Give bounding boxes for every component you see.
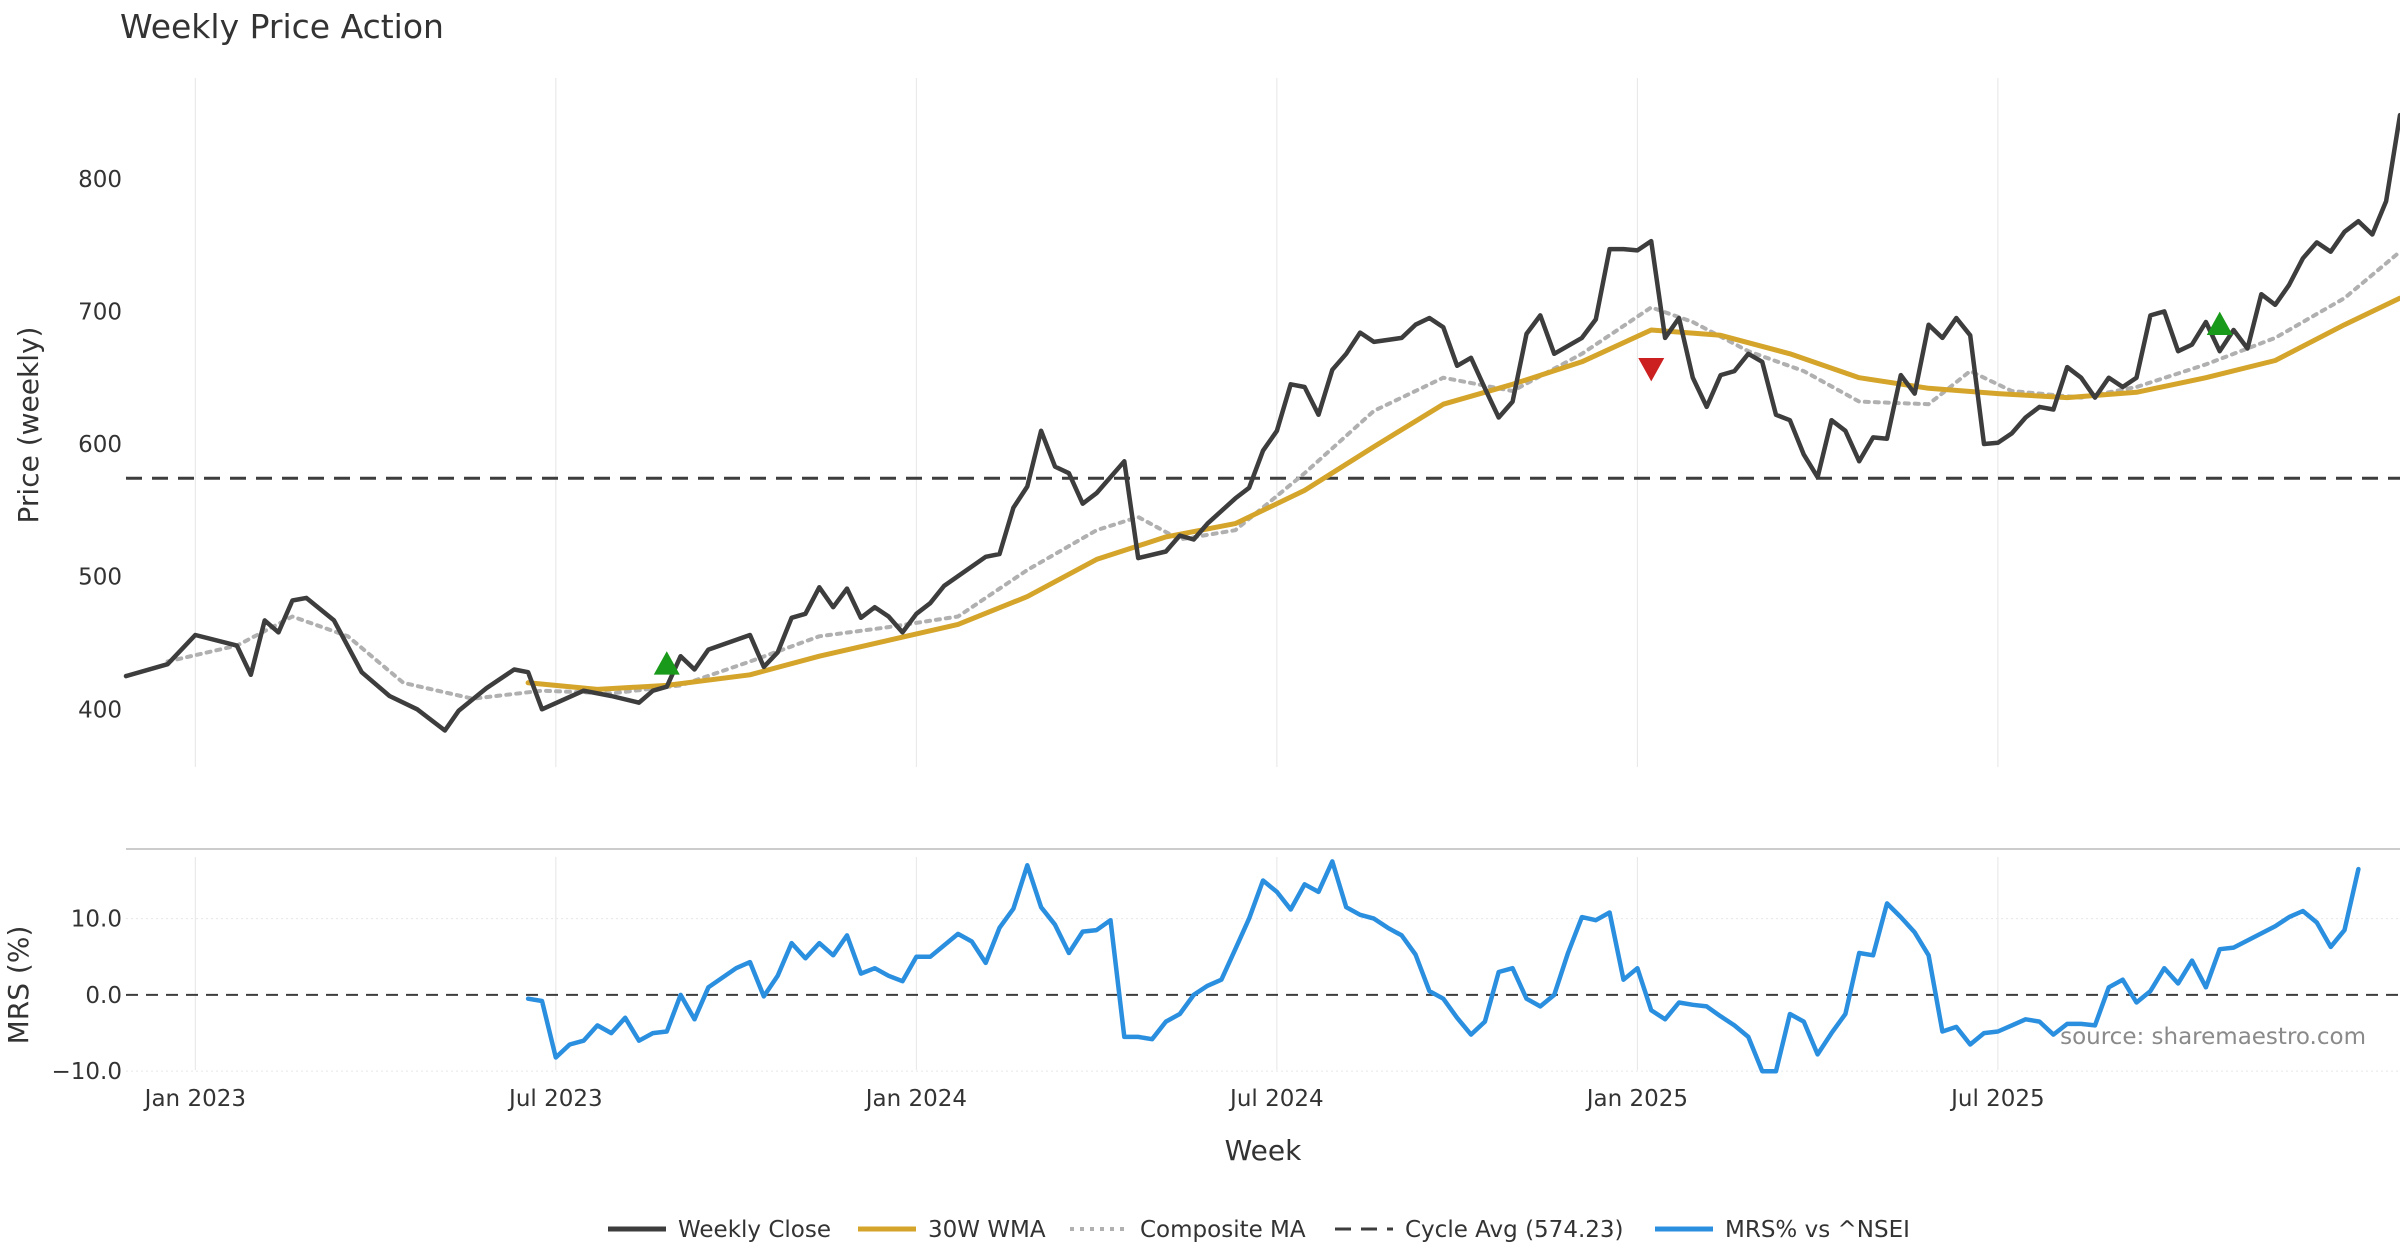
- x-tick: Jul 2024: [1228, 1086, 1324, 1112]
- weekly-close-line: [123, 112, 2400, 733]
- sell-signal-marker: [1638, 358, 1665, 382]
- legend: Weekly Close 30W WMA Composite MA Cycle Avg…: [608, 1217, 1910, 1243]
- x-axis-label: Week: [1225, 1134, 1302, 1167]
- source-note: source: sharemaestro.com: [2060, 1024, 2366, 1050]
- mrs-y-tick: 0.0: [85, 983, 122, 1009]
- mrs-series: [126, 859, 2400, 1074]
- x-axis-ticks: Jan 2023 Jul 2023 Jan 2024 Jul 2024 Jan 2025…: [143, 1086, 2045, 1112]
- legend-label: 30W WMA: [928, 1217, 1046, 1243]
- price-series: [123, 112, 2400, 733]
- price-y-ticks: 400 500 600 700 800: [78, 167, 122, 724]
- price-y-tick: 700: [78, 299, 122, 325]
- price-y-tick: 800: [78, 167, 122, 193]
- legend-label: Weekly Close: [678, 1217, 831, 1243]
- x-tick: Jul 2023: [507, 1086, 603, 1112]
- mrs-line: [525, 859, 2361, 1074]
- composite-ma-line: [165, 249, 2400, 701]
- legend-label: MRS% vs ^NSEI: [1725, 1217, 1910, 1243]
- mrs-y-tick: −10.0: [52, 1059, 122, 1085]
- price-y-tick: 400: [78, 697, 122, 723]
- x-tick: Jan 2023: [143, 1086, 246, 1112]
- legend-label: Cycle Avg (574.23): [1405, 1217, 1624, 1243]
- signal-markers: [653, 311, 2233, 675]
- buy-signal-marker: [2206, 311, 2233, 336]
- mrs-y-tick: 10.0: [71, 907, 122, 933]
- mrs-y-axis-label: MRS (%): [2, 926, 35, 1045]
- legend-label: Composite MA: [1140, 1217, 1306, 1243]
- price-y-axis-label: Price (weekly): [12, 327, 45, 524]
- mrs-y-ticks: 10.0 0.0 −10.0: [52, 907, 2400, 1085]
- chart-title: Weekly Price Action: [120, 7, 444, 46]
- price-y-tick: 500: [78, 565, 122, 591]
- x-tick: Jul 2025: [1949, 1086, 2045, 1112]
- vertical-gridlines: [194, 78, 1999, 1070]
- x-tick: Jan 2024: [864, 1086, 967, 1112]
- price-y-tick: 600: [78, 432, 122, 458]
- buy-signal-marker: [653, 651, 680, 675]
- x-tick: Jan 2025: [1585, 1086, 1688, 1112]
- wma-30w-line: [525, 295, 2400, 692]
